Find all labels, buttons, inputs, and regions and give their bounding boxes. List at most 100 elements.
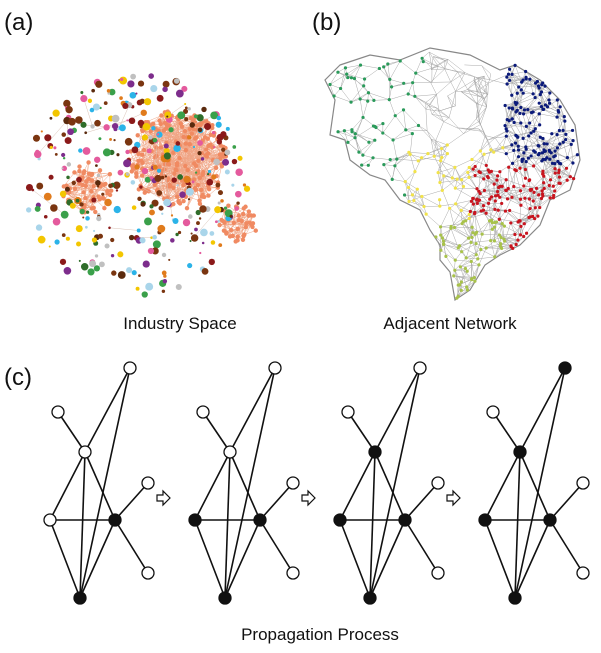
edge — [505, 102, 516, 106]
edge — [534, 83, 536, 98]
node — [215, 182, 221, 188]
node — [490, 221, 494, 225]
node — [527, 215, 531, 220]
edge — [425, 94, 437, 103]
node — [168, 258, 171, 261]
node — [458, 265, 463, 269]
node — [161, 252, 167, 258]
node — [481, 204, 486, 208]
edge — [566, 162, 574, 181]
edge — [447, 95, 453, 107]
node — [553, 171, 557, 175]
node — [82, 147, 91, 155]
node — [150, 84, 158, 93]
edge — [506, 136, 514, 151]
node — [231, 158, 238, 165]
node — [420, 194, 424, 199]
node — [366, 163, 370, 167]
node — [531, 110, 535, 114]
edge — [467, 172, 478, 189]
edge — [422, 58, 439, 67]
edge — [476, 234, 483, 255]
edge — [544, 188, 555, 192]
node — [196, 221, 200, 225]
node — [206, 143, 211, 148]
node — [559, 162, 563, 166]
edge — [431, 68, 445, 70]
node — [217, 201, 221, 205]
node — [469, 259, 473, 264]
node — [431, 476, 445, 490]
edge — [155, 124, 213, 142]
node — [362, 77, 367, 81]
node — [152, 164, 158, 170]
node — [452, 225, 457, 230]
node — [506, 72, 511, 76]
edge — [484, 187, 499, 191]
node — [444, 254, 448, 258]
node — [556, 108, 560, 113]
node — [486, 201, 491, 205]
node — [373, 138, 377, 142]
node — [199, 120, 204, 126]
edge — [476, 90, 485, 100]
edge — [390, 154, 411, 160]
edge — [471, 159, 487, 166]
edge — [383, 158, 397, 165]
edge — [437, 160, 441, 173]
node — [213, 146, 216, 149]
edge — [476, 97, 483, 104]
edge — [473, 80, 478, 92]
edge — [199, 153, 209, 201]
node — [52, 217, 61, 226]
edge — [516, 89, 522, 103]
edge — [491, 196, 499, 211]
node — [422, 204, 426, 209]
node — [152, 234, 157, 240]
node — [408, 152, 412, 157]
edge — [477, 75, 485, 78]
edge — [556, 134, 561, 145]
edge — [457, 127, 479, 130]
edge — [486, 94, 488, 107]
edge — [339, 451, 376, 521]
node — [205, 136, 210, 141]
node — [510, 161, 515, 165]
node — [205, 151, 211, 156]
node — [509, 221, 513, 225]
node — [85, 210, 90, 214]
edge — [474, 213, 483, 235]
node — [386, 62, 390, 66]
node — [253, 228, 258, 233]
edge — [502, 210, 510, 224]
node — [393, 164, 397, 168]
edge — [491, 203, 502, 221]
edge — [447, 95, 456, 107]
edge — [344, 130, 349, 143]
node — [97, 197, 102, 202]
node — [124, 137, 133, 146]
edge — [396, 158, 419, 162]
node — [213, 158, 220, 166]
node — [129, 169, 134, 174]
node — [473, 232, 477, 236]
node — [500, 184, 504, 188]
node — [80, 263, 89, 271]
edge — [440, 153, 448, 161]
node — [48, 245, 51, 248]
node — [89, 260, 97, 268]
node — [197, 175, 203, 181]
edge — [557, 110, 560, 131]
edge — [395, 109, 404, 116]
node — [414, 71, 418, 75]
node — [52, 109, 60, 117]
edge — [477, 77, 488, 95]
node — [523, 196, 527, 200]
edge — [430, 138, 448, 146]
node — [467, 165, 471, 170]
edge — [531, 112, 536, 129]
edge — [516, 93, 534, 104]
node — [91, 237, 98, 243]
edge — [478, 106, 487, 122]
edge — [542, 82, 551, 94]
